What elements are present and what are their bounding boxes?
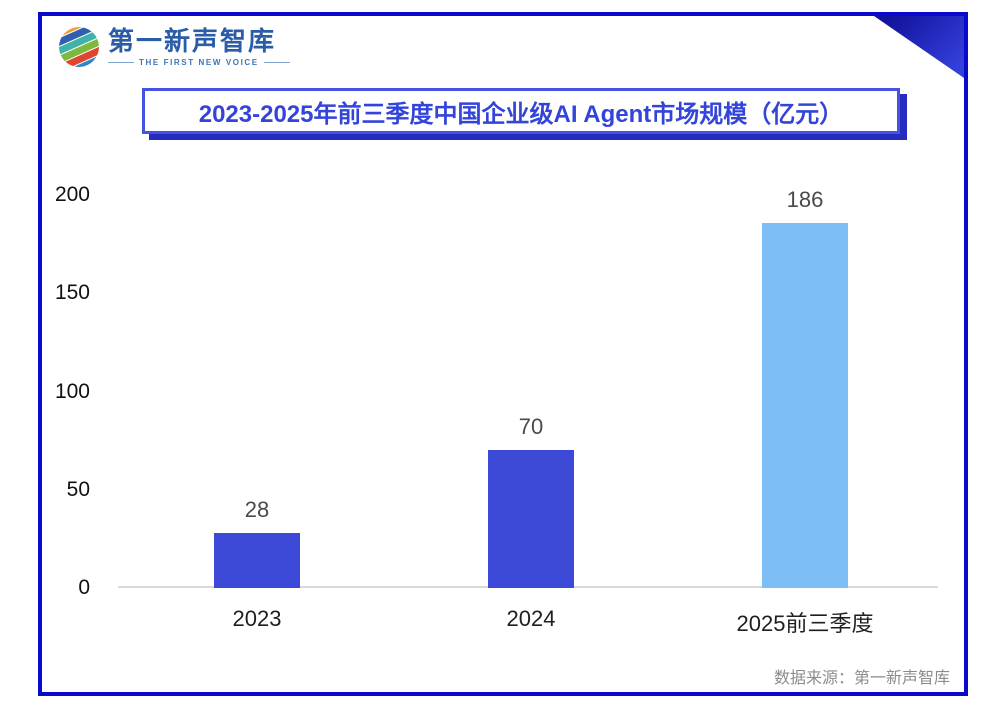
bar-value-label: 70 [518, 414, 544, 439]
chart-title: 2023-2025年前三季度中国企业级AI Agent市场规模（亿元） [198, 100, 844, 128]
tagline-rule-right [263, 61, 290, 63]
x-axis-category-label: 2024 [506, 606, 556, 631]
y-axis-tick-label: 100 [54, 379, 90, 403]
y-axis-tick-label: 150 [54, 281, 90, 305]
chart-title-box: 2023-2025年前三季度中国企业级AI Agent市场规模（亿元） [142, 88, 900, 134]
y-axis-tick-label: 200 [54, 183, 90, 206]
bar-2025前三季度 [762, 223, 848, 588]
y-axis-tick-label: 0 [78, 576, 90, 599]
y-axis-tick-label: 50 [66, 477, 90, 501]
x-axis-category-label: 2025前三季度 [736, 611, 874, 636]
logo: 第一新声智库 THE FIRST NEW VOICE [58, 26, 290, 68]
bar-2023 [214, 533, 300, 588]
logo-tagline: THE FIRST NEW VOICE [108, 58, 290, 67]
logo-name: 第一新声智库 [108, 26, 277, 57]
globe-swirl-icon [58, 26, 100, 68]
logo-text: 第一新声智库 THE FIRST NEW VOICE [108, 27, 290, 67]
bar-value-label: 28 [244, 497, 270, 522]
bar-2024 [488, 450, 574, 588]
logo-tagline-text: THE FIRST NEW VOICE [139, 57, 259, 67]
data-source-note: 数据来源：第一新声智库 [773, 670, 950, 687]
x-axis-category-label: 2023 [232, 606, 282, 631]
tagline-rule-left [108, 61, 134, 63]
bar-value-label: 186 [786, 187, 824, 212]
